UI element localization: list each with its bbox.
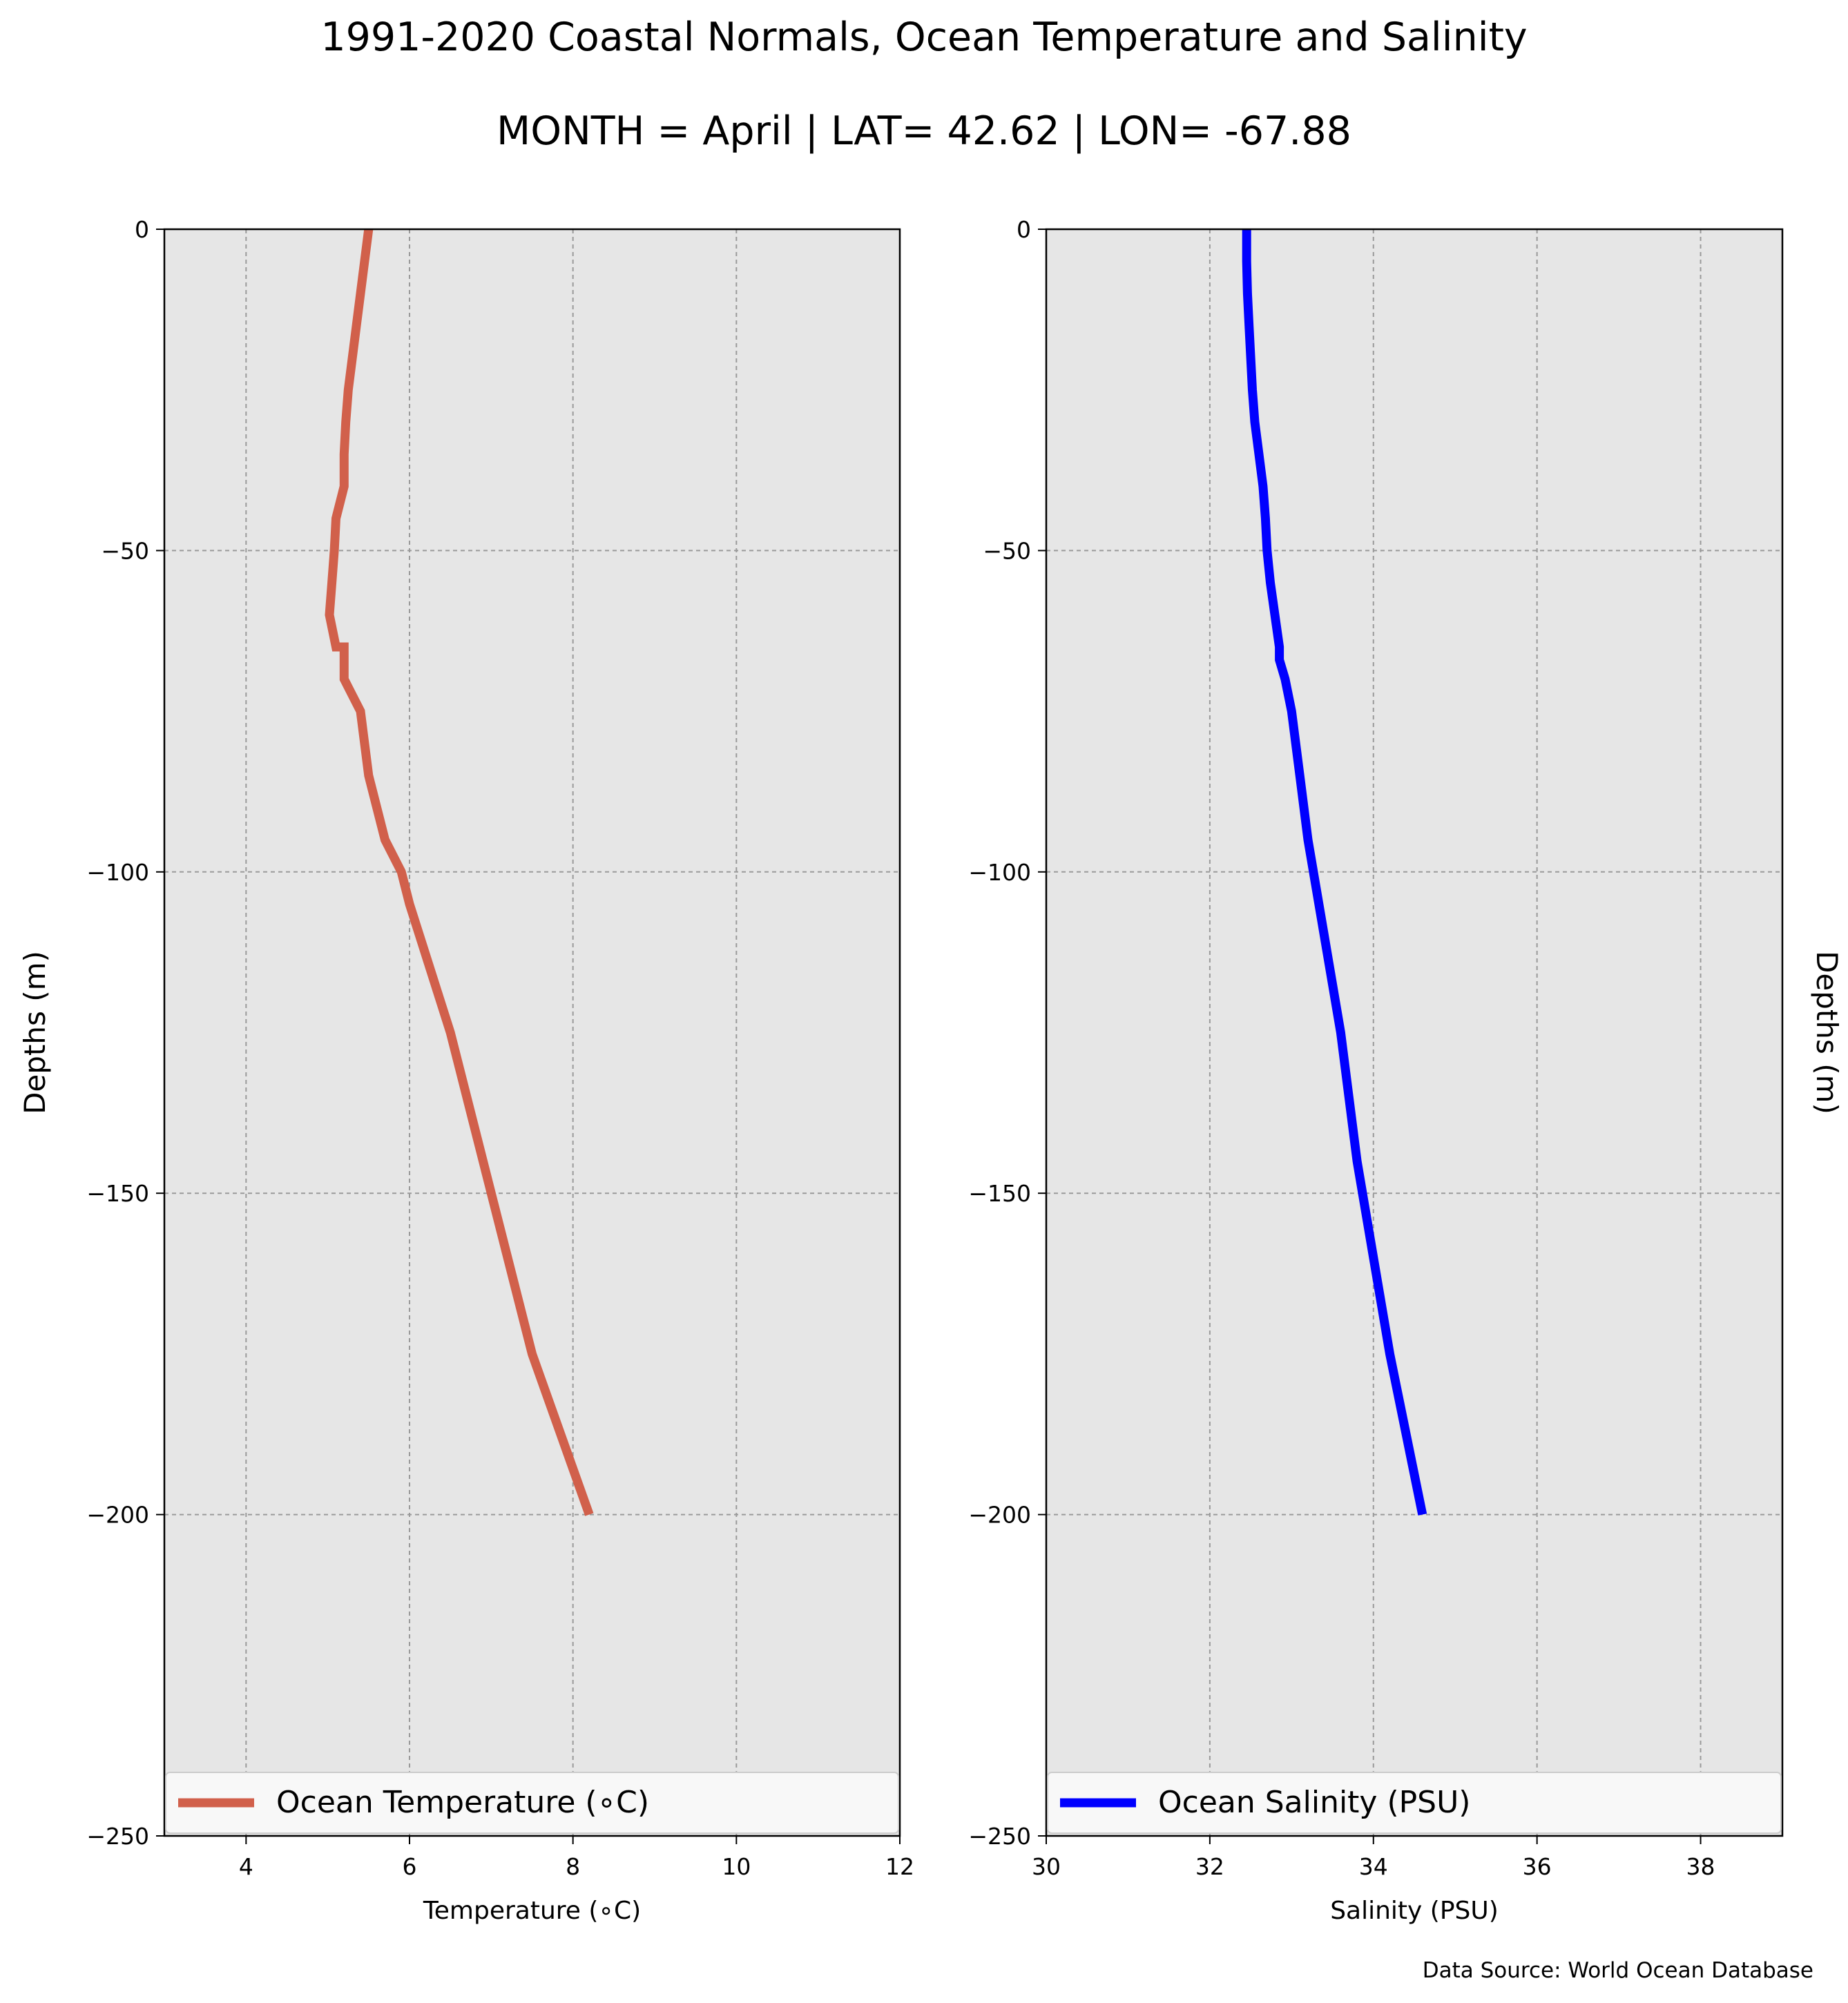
y-tick-label: −200 <box>968 1502 1031 1529</box>
x-axis-label: Temperature (∘C) <box>423 1897 641 1925</box>
legend-box <box>1047 1772 1782 1834</box>
x-tick-label: 10 <box>722 1853 751 1880</box>
chart-title: 1991-2020 Coastal Normals, Ocean Tempera… <box>320 14 1528 60</box>
y-tick-label: −100 <box>968 859 1031 886</box>
legend-label: Ocean Temperature (∘C) <box>276 1785 649 1820</box>
data-source-note: Data Source: World Ocean Database <box>1422 1958 1813 1983</box>
x-tick-label: 38 <box>1686 1853 1715 1880</box>
plot-area-2 <box>1046 229 1782 1836</box>
legend-label: Ocean Salinity (PSU) <box>1158 1785 1470 1820</box>
x-axis-label: Salinity (PSU) <box>1330 1897 1499 1925</box>
y-tick-label: −150 <box>86 1180 149 1207</box>
x-tick-label: 30 <box>1032 1853 1061 1880</box>
x-tick-label: 34 <box>1359 1853 1388 1880</box>
y-tick-label: −50 <box>101 537 149 564</box>
y-tick-label: −150 <box>968 1180 1031 1207</box>
x-tick-label: 6 <box>403 1853 417 1880</box>
y-tick-label: −200 <box>86 1502 149 1529</box>
x-tick-label: 4 <box>239 1853 253 1880</box>
chart-subtitle: MONTH = April | LAT= 42.62 | LON= -67.88 <box>497 108 1351 154</box>
y-axis-label: Depths (m) <box>1810 951 1844 1114</box>
x-tick-label: 12 <box>885 1853 914 1880</box>
x-tick-label: 8 <box>566 1853 580 1880</box>
x-tick-label: 32 <box>1195 1853 1224 1880</box>
series-line-temperature <box>325 229 594 1516</box>
y-tick-label: 0 <box>135 216 149 243</box>
axes-frame <box>163 228 901 1837</box>
plot-area-1 <box>164 229 900 1836</box>
y-tick-label: −250 <box>968 1823 1031 1850</box>
y-tick-label: 0 <box>1017 216 1031 243</box>
y-axis-label: Depths (m) <box>18 951 52 1114</box>
axes-frame <box>1045 228 1784 1837</box>
y-tick-label: −100 <box>86 859 149 886</box>
series-line-salinity <box>1242 229 1427 1516</box>
y-tick-label: −50 <box>983 537 1031 564</box>
x-tick-label: 36 <box>1523 1853 1552 1880</box>
y-tick-label: −250 <box>86 1823 149 1850</box>
legend-box <box>165 1772 899 1834</box>
